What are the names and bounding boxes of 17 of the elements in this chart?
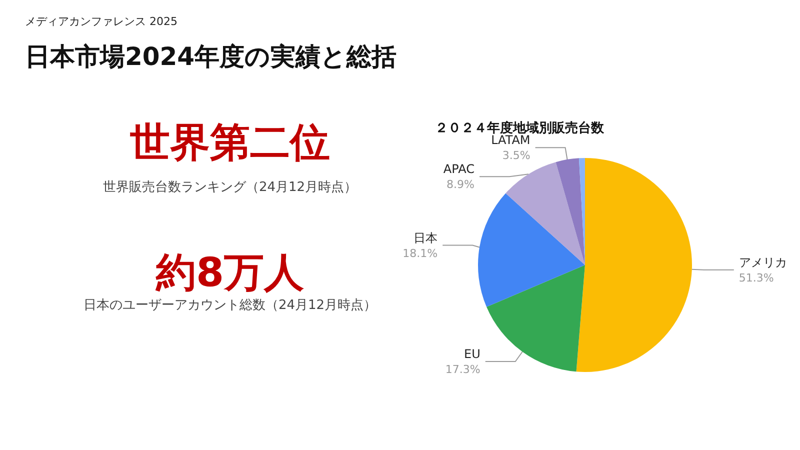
slice-label: APAC xyxy=(443,162,474,176)
data-label: 18.1% xyxy=(402,246,438,260)
chart-title: ２０２４年度地域別販売台数 xyxy=(435,120,605,136)
data-label: 8.9% xyxy=(446,178,474,192)
data-label: 51.3% xyxy=(738,271,774,284)
text: 日本市場2024年度の実績と総括 xyxy=(25,41,397,73)
slice-label: アメリカ xyxy=(738,255,787,270)
text: 日本のユーザーアカウント総数（24月12月時点） xyxy=(82,297,378,314)
slice-label: LATAM xyxy=(491,133,530,148)
data-label: 3.5% xyxy=(502,149,530,162)
slice-label: EU xyxy=(464,346,480,361)
data-label: 17.3% xyxy=(445,362,480,376)
text: 世界第二位 xyxy=(130,120,330,166)
text: メディアカンファレンス 2025 xyxy=(25,14,178,29)
text: 約8万人 xyxy=(156,250,304,296)
slice-label: 日本 xyxy=(414,230,438,245)
text: 世界販売台数ランキング（24月12月時点） xyxy=(102,180,358,195)
